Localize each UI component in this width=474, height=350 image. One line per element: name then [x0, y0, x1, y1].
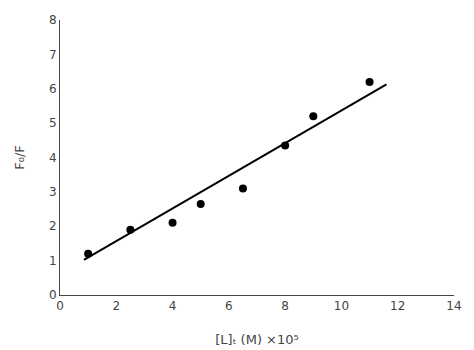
svg-text:2: 2: [112, 299, 120, 313]
svg-text:10: 10: [334, 299, 349, 313]
svg-text:0: 0: [49, 288, 57, 302]
svg-text:4: 4: [49, 151, 57, 165]
svg-text:F₀/F: F₀/F: [12, 145, 27, 170]
svg-text:12: 12: [390, 299, 405, 313]
svg-text:0: 0: [56, 299, 64, 313]
svg-text:1: 1: [49, 254, 57, 268]
svg-text:6: 6: [49, 82, 57, 96]
svg-text:[L]ₜ (M) ×10⁵: [L]ₜ (M) ×10⁵: [215, 332, 299, 347]
svg-text:7: 7: [49, 48, 57, 62]
svg-text:3: 3: [49, 185, 57, 199]
svg-text:2: 2: [49, 219, 57, 233]
svg-text:14: 14: [446, 299, 461, 313]
svg-text:6: 6: [225, 299, 233, 313]
svg-text:8: 8: [49, 13, 57, 27]
svg-text:5: 5: [49, 116, 57, 130]
svg-text:8: 8: [281, 299, 289, 313]
svg-text:4: 4: [169, 299, 177, 313]
